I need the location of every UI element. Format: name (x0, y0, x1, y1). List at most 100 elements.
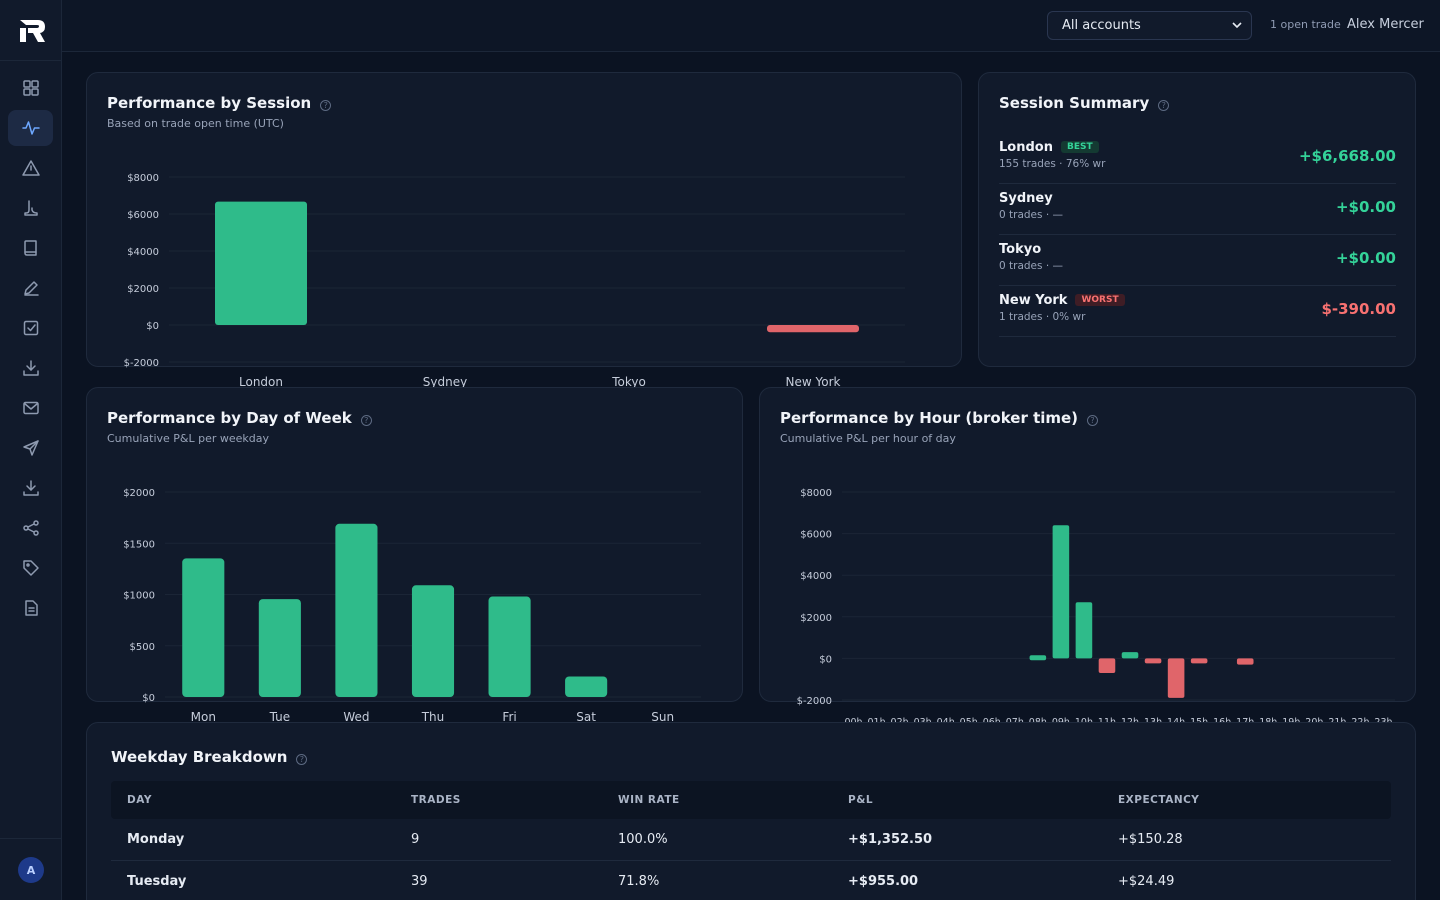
bar-10h[interactable] (1075, 602, 1093, 659)
sidebar-item-download[interactable] (8, 350, 53, 386)
y-tick-label: $4000 (800, 571, 832, 582)
column-header[interactable]: TRADES (411, 794, 461, 806)
table-row[interactable]: Monday 9 100.0% +$1,352.50 +$150.28 (111, 819, 1391, 861)
expectancy-cell: +$24.49 (1118, 874, 1175, 889)
sidebar-item-checklist[interactable] (8, 310, 53, 346)
trades-cell: 39 (411, 874, 428, 889)
session-meta: 1 trades · 0% wr (999, 311, 1086, 323)
bar-12h[interactable] (1121, 652, 1139, 659)
bar-fri[interactable] (488, 596, 531, 697)
sidebar-item-tag[interactable] (8, 550, 53, 586)
day-cell: Tuesday (127, 874, 187, 889)
card-subtitle: Based on trade open time (UTC) (107, 117, 284, 130)
bar-wed[interactable] (335, 523, 378, 697)
session-summary-row: Tokyo 0 trades · — +$0.00 (999, 235, 1396, 286)
x-tick-label: London (239, 375, 283, 389)
sidebar-item-footprint[interactable] (8, 190, 53, 226)
sidebar-item-book[interactable] (8, 230, 53, 266)
pencil-icon (23, 281, 39, 296)
account-select-value: All accounts (1062, 18, 1141, 33)
session-summary-card: Session Summary? London BEST 155 trades · … (978, 72, 1416, 367)
help-icon[interactable]: ? (360, 415, 372, 426)
help-icon[interactable]: ? (320, 100, 332, 111)
x-tick-label: Mon (191, 710, 216, 724)
column-header[interactable]: P&L (848, 794, 874, 806)
win-rate-cell: 100.0% (618, 832, 668, 847)
bar-17h[interactable] (1236, 658, 1254, 665)
session-pnl: +$0.00 (1335, 198, 1396, 216)
session-meta: 0 trades · — (999, 209, 1063, 221)
avatar[interactable]: A (18, 857, 44, 883)
y-tick-label: $0 (146, 321, 159, 332)
card-subtitle: Cumulative P&L per weekday (107, 432, 270, 445)
session-name: New York WORST (999, 293, 1125, 308)
bar-15h[interactable] (1190, 658, 1208, 664)
help-icon[interactable]: ? (1158, 100, 1170, 111)
bar-11h[interactable] (1098, 658, 1116, 673)
session-name: Tokyo (999, 242, 1042, 257)
x-tick-label: Wed (343, 710, 369, 724)
sidebar-item-grid[interactable] (8, 70, 53, 106)
column-header[interactable]: DAY (127, 794, 152, 806)
report-icon (24, 600, 38, 616)
account-select[interactable]: All accounts (1047, 11, 1252, 40)
card-subtitle: Cumulative P&L per hour of day (780, 432, 956, 445)
bar-tue[interactable] (258, 599, 301, 697)
y-tick-label: $1500 (123, 539, 155, 550)
grid-icon (22, 80, 39, 96)
day-cell: Monday (127, 832, 185, 847)
x-tick-label: New York (786, 375, 841, 389)
y-tick-label: $4000 (127, 247, 159, 258)
bar-08h[interactable] (1029, 655, 1047, 661)
sidebar-item-import[interactable] (8, 470, 53, 506)
open-trades-indicator[interactable]: 1 open trade (1270, 18, 1341, 31)
session-summary-row: New York WORST 1 trades · 0% wr $-390.00 (999, 286, 1396, 337)
y-tick-label: $2000 (800, 613, 832, 624)
help-icon[interactable]: ? (296, 754, 308, 765)
sidebar-item-send[interactable] (8, 430, 53, 466)
tag-icon (22, 560, 39, 576)
session-bar-chart: $8000 $6000 $4000 $2000 $0 $-2000 London Sydney… (124, 173, 905, 389)
trades-cell: 9 (411, 832, 420, 847)
sidebar-item-pencil[interactable] (8, 270, 53, 306)
column-header[interactable]: EXPECTANCY (1118, 794, 1200, 806)
win-rate-cell: 71.8% (618, 874, 660, 889)
weekday-performance-card: Performance by Day of Week? Cumulative P… (86, 387, 743, 724)
column-header[interactable]: WIN RATE (618, 794, 680, 806)
session-pnl: +$6,668.00 (1298, 147, 1396, 165)
bar-london[interactable] (215, 201, 307, 325)
sidebar-divider (0, 60, 61, 61)
bar-new-york[interactable] (767, 325, 859, 333)
sidebar-item-report[interactable] (8, 590, 53, 626)
download-icon (22, 360, 39, 376)
y-tick-label: $500 (130, 642, 155, 653)
y-tick-label: $8000 (800, 488, 832, 499)
sidebar-item-warning[interactable] (8, 150, 53, 186)
activity-icon (21, 121, 40, 135)
card-title: Weekday Breakdown? (111, 748, 308, 766)
help-icon[interactable]: ? (1087, 415, 1099, 426)
bar-13h[interactable] (1144, 658, 1162, 664)
share-icon (22, 520, 39, 536)
footprint-icon (23, 200, 38, 216)
session-performance-card: Performance by Session? Based on trade o… (86, 72, 962, 389)
bar-09h[interactable] (1052, 525, 1070, 659)
bar-14h[interactable] (1167, 658, 1185, 698)
checklist-icon (23, 320, 38, 336)
bar-sat[interactable] (565, 676, 608, 698)
sidebar-item-activity[interactable] (8, 110, 53, 146)
brand-logo-icon[interactable] (18, 18, 46, 44)
table-row[interactable]: Tuesday 39 71.8% +$955.00 +$24.49 (111, 861, 1391, 900)
x-tick-label: Sydney (423, 375, 467, 389)
weekday-bar-chart: $2000 $1500 $1000 $500 $0 Mon Tue Wed Thu Fri Sat S… (123, 488, 701, 724)
user-name[interactable]: Alex Mercer (1347, 17, 1424, 32)
x-tick-label: Tokyo (611, 375, 646, 389)
x-tick-label: Thu (421, 710, 445, 724)
y-tick-label: $0 (819, 654, 832, 665)
bar-mon[interactable] (182, 558, 225, 697)
bar-thu[interactable] (411, 585, 455, 697)
sidebar-item-share[interactable] (8, 510, 53, 546)
mail-icon (22, 401, 39, 415)
sidebar-item-mail[interactable] (8, 390, 53, 426)
x-tick-label: Tue (269, 710, 291, 724)
